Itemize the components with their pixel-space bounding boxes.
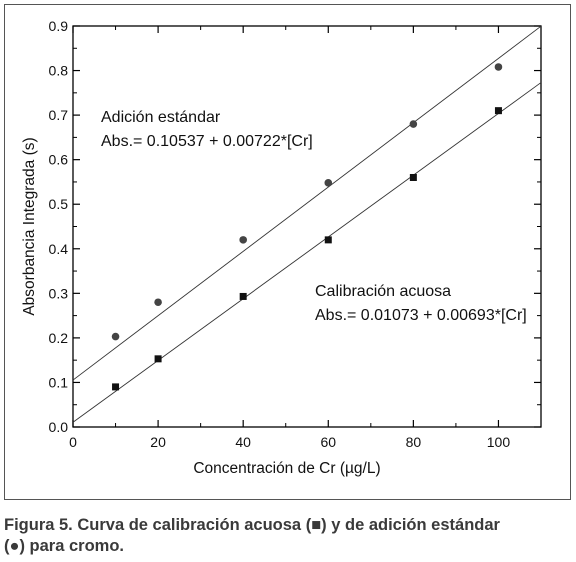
caption-text-1: Figura 5. Curva de calibración acuosa ( [4,516,312,534]
data-point-circle [111,332,120,341]
x-tick-label: 60 [320,434,336,450]
chart: 0.0 0.1 0.2 0.3 0.4 0.5 0.6 0.7 0.8 0.9 0 20 40 60 80 1… [21,18,542,477]
annotation-aqueous-equation: Abs.= 0.01073 + 0.00693*[Cr] [315,307,527,324]
data-point-square [494,107,502,115]
annotation-standard-addition-title: Adición estándar [101,109,221,126]
y-tick-label: 0.8 [49,63,69,79]
data-point-square [112,383,120,391]
y-tick-label: 0.0 [49,419,69,435]
x-tick-label: 20 [150,434,166,450]
figure-caption: Figura 5. Curva de calibración acuosa (■… [4,516,500,555]
y-tick-label: 0.4 [49,241,69,257]
circle-marker-icon: ● [9,537,20,555]
caption-text-3: ) para cromo. [19,537,124,555]
caption-text-2: ) y de adición estándar [321,516,500,534]
y-tick-label: 0.7 [49,107,69,123]
data-point-square [154,355,162,363]
annotation-standard-addition-equation: Abs.= 0.10537 + 0.00722*[Cr] [101,133,313,150]
y-tick-label: 0.3 [49,285,69,301]
x-tick-label: 80 [406,434,422,450]
y-tick-label: 0.9 [49,18,69,34]
x-tick-label: 0 [69,434,77,450]
annotation-aqueous-title: Calibración acuosa [315,283,451,300]
x-tick-label: 100 [487,434,511,450]
data-point-circle [494,63,503,71]
data-point-circle [154,298,162,307]
fit-line-aqueous-calibration [72,82,542,423]
y-tick-label: 0.6 [49,152,69,168]
y-axis-label: Absorbancia Integrada (s) [21,137,38,315]
y-tick-label: 0.2 [49,330,69,346]
y-tick-label: 0.1 [49,374,69,390]
x-tick-label: 40 [235,434,251,450]
square-marker-icon: ■ [311,516,322,534]
data-point-square [324,236,332,244]
figure-frame: 0.0 0.1 0.2 0.3 0.4 0.5 0.6 0.7 0.8 0.9 0 20 40 60 80 1… [4,4,571,500]
data-point-square [239,292,247,300]
data-point-circle [409,120,418,128]
data-point-circle [239,236,247,244]
x-axis-label: Concentración de Cr (µg/L) [193,460,380,477]
fit-line-standard-addition [72,25,542,381]
plot-area-border [72,25,542,428]
data-point-square [409,173,417,181]
data-point-circle [324,179,333,187]
y-tick-label: 0.5 [49,196,69,212]
